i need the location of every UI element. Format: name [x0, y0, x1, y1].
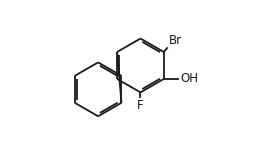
Text: OH: OH — [180, 72, 198, 85]
Text: F: F — [137, 99, 144, 111]
Text: Br: Br — [168, 34, 182, 47]
